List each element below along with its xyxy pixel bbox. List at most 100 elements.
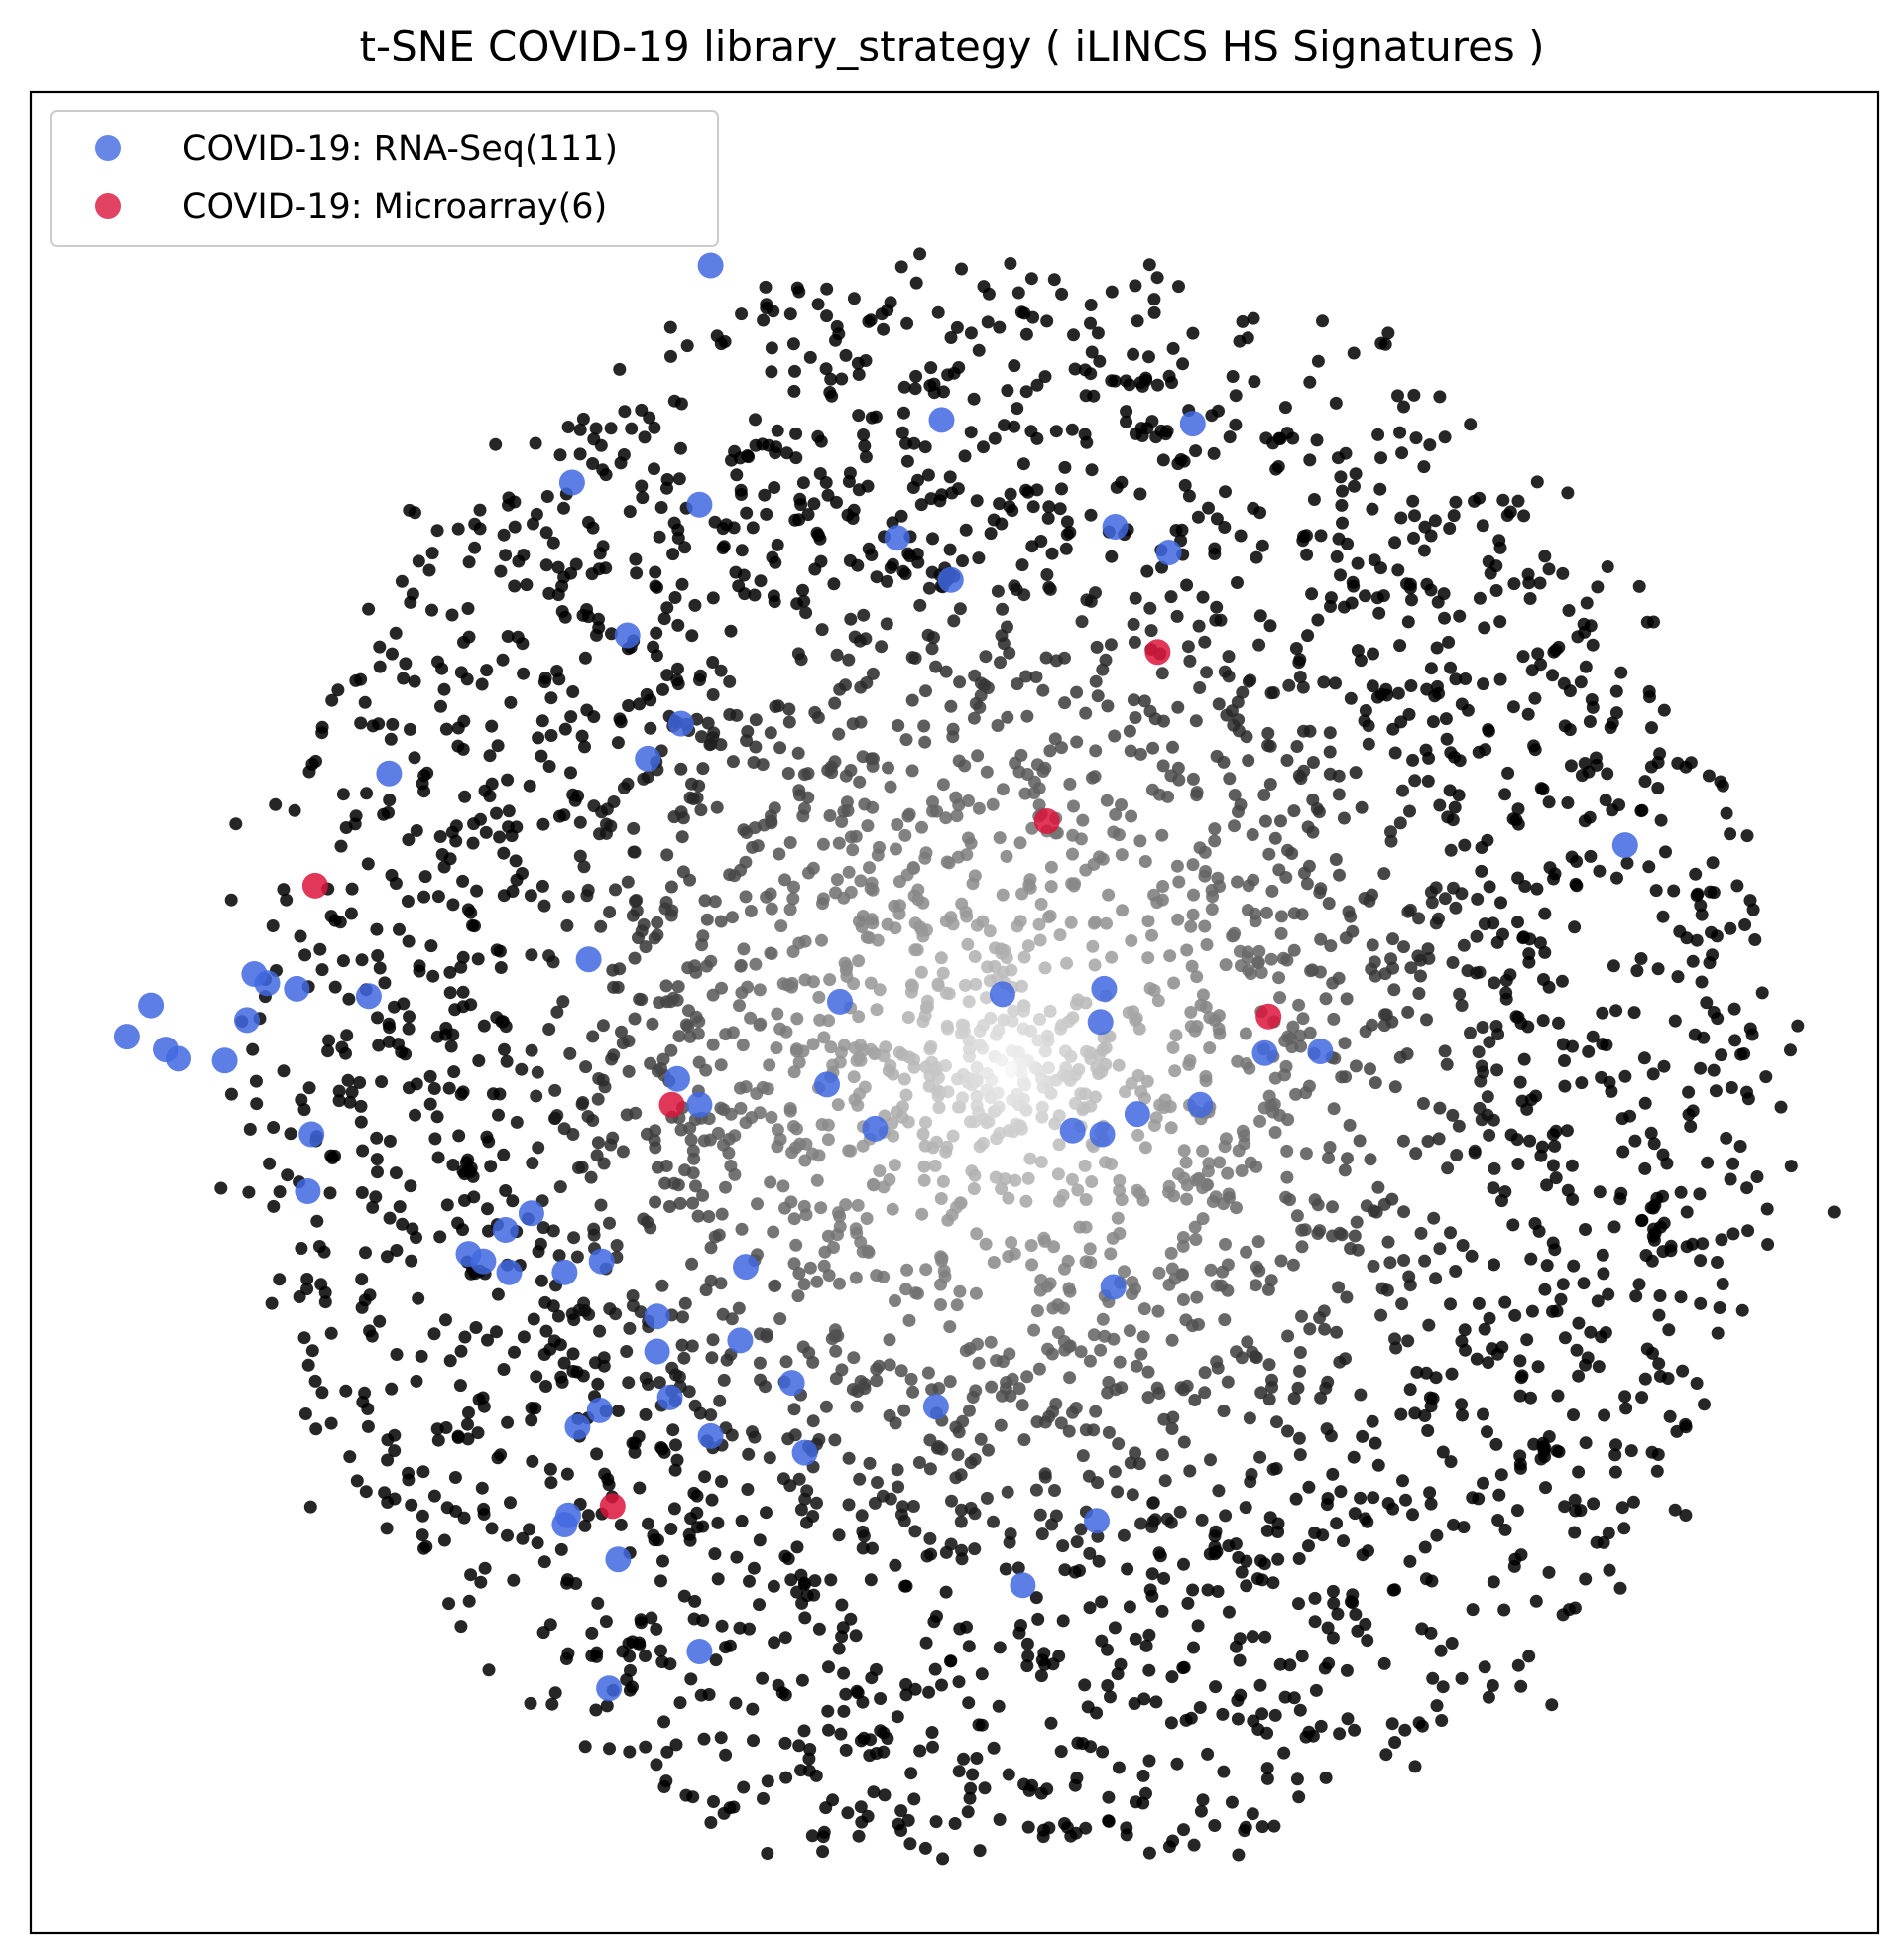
background-point <box>1316 314 1329 328</box>
background-point <box>852 368 866 381</box>
background-point <box>1527 1437 1541 1451</box>
background-point <box>1515 1369 1529 1383</box>
background-point <box>1367 647 1379 661</box>
background-point <box>404 1179 417 1193</box>
background-point <box>1260 1772 1274 1785</box>
background-point <box>1530 475 1544 489</box>
background-point <box>469 1321 483 1334</box>
background-point <box>566 685 580 698</box>
background-point <box>659 979 673 993</box>
background-point <box>1299 1086 1313 1100</box>
background-point <box>1716 1278 1729 1290</box>
background-point <box>464 998 478 1012</box>
background-point <box>846 512 860 525</box>
background-point <box>1038 1467 1052 1481</box>
background-point <box>468 919 481 933</box>
background-point <box>730 708 744 722</box>
background-point <box>1177 1823 1190 1837</box>
background-point <box>1522 955 1536 969</box>
background-point <box>918 440 932 454</box>
background-point <box>806 861 820 875</box>
background-point <box>832 727 846 741</box>
background-point <box>1656 910 1670 923</box>
background-point <box>1019 385 1033 399</box>
background-point <box>1089 1405 1103 1418</box>
background-point <box>771 1007 784 1021</box>
background-point <box>593 547 607 560</box>
background-point <box>960 910 974 923</box>
background-point <box>950 1298 964 1312</box>
background-point <box>1638 1372 1652 1386</box>
background-point <box>1379 1748 1393 1762</box>
background-point <box>397 997 411 1011</box>
background-point <box>1000 849 1013 863</box>
background-point <box>490 1325 503 1339</box>
background-point <box>900 454 914 468</box>
background-point <box>1371 1180 1385 1194</box>
background-point <box>664 1523 678 1535</box>
background-point <box>650 1758 663 1772</box>
background-point <box>633 697 647 711</box>
background-point <box>1433 390 1447 404</box>
background-point <box>435 662 449 675</box>
background-point <box>579 1060 593 1074</box>
background-point <box>1470 1352 1484 1366</box>
background-point <box>1020 1637 1034 1650</box>
background-point <box>1200 938 1214 951</box>
background-point <box>1349 1059 1363 1073</box>
background-point <box>1252 638 1266 652</box>
background-point <box>956 1414 970 1428</box>
background-point <box>796 1340 810 1354</box>
background-point <box>1152 788 1166 801</box>
background-point <box>1473 1101 1487 1115</box>
background-point <box>659 1774 673 1788</box>
background-point <box>1179 1156 1193 1169</box>
background-point <box>1579 1436 1593 1450</box>
background-point <box>1184 1005 1198 1019</box>
background-point <box>1143 1583 1157 1597</box>
background-point <box>383 1021 397 1035</box>
background-point <box>749 957 763 971</box>
background-point <box>935 1678 948 1692</box>
background-point <box>575 729 589 743</box>
background-point <box>1711 1326 1725 1340</box>
background-point <box>380 1522 394 1535</box>
background-point <box>1255 1820 1269 1834</box>
background-point <box>898 567 912 581</box>
background-point <box>1253 506 1267 520</box>
background-point <box>1652 1308 1666 1322</box>
background-point <box>576 412 590 426</box>
background-point <box>771 1123 784 1137</box>
background-point <box>523 1523 536 1536</box>
background-point <box>1196 590 1210 604</box>
background-point <box>1329 676 1342 690</box>
background-point <box>832 1642 846 1655</box>
background-point <box>714 664 728 677</box>
background-point <box>1530 882 1544 896</box>
background-point <box>691 1027 705 1040</box>
background-point <box>1415 1622 1429 1636</box>
background-point <box>493 944 507 958</box>
background-point <box>986 797 1000 811</box>
background-point <box>822 1014 836 1028</box>
background-point <box>763 1058 776 1072</box>
background-point <box>504 695 518 709</box>
background-point <box>813 532 827 546</box>
background-point <box>1461 964 1475 978</box>
background-point <box>663 1200 676 1213</box>
background-point <box>1142 1628 1156 1642</box>
background-point <box>1441 1161 1455 1175</box>
background-point <box>1314 1719 1328 1733</box>
background-point <box>982 287 996 301</box>
background-point <box>494 564 508 578</box>
background-point <box>1477 677 1490 691</box>
background-point <box>955 262 968 276</box>
background-point <box>563 1046 577 1060</box>
background-point <box>1784 1043 1797 1057</box>
background-point <box>597 1157 611 1170</box>
background-point <box>1150 896 1164 910</box>
background-point <box>744 1011 758 1025</box>
background-point <box>817 1031 831 1044</box>
background-point <box>1035 1100 1049 1114</box>
background-point <box>537 675 551 689</box>
